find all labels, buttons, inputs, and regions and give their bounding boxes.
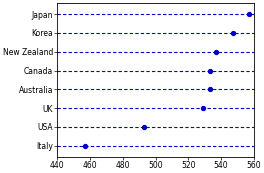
Point [201,107,205,110]
Point [142,126,146,128]
Point [83,144,87,147]
Point [208,69,212,72]
Point [247,13,251,15]
Point [214,50,218,53]
Point [208,88,212,91]
Point [230,31,235,34]
